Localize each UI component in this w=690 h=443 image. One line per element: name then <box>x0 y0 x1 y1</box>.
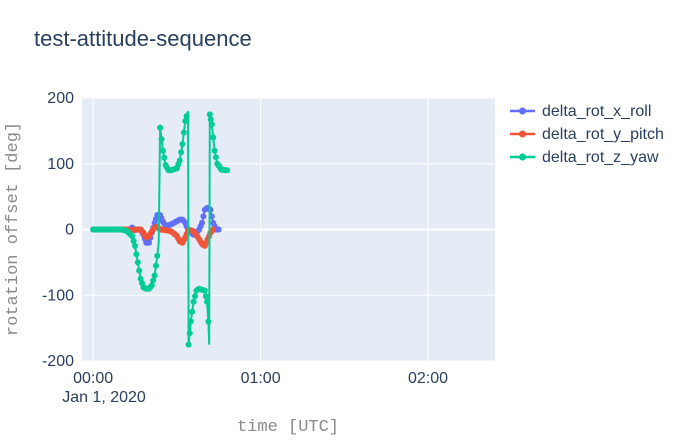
legend-marker <box>519 130 526 138</box>
data-point <box>205 318 212 325</box>
x-tick-label: 00:00 <box>73 370 113 387</box>
data-point <box>185 341 192 348</box>
data-point <box>134 259 141 266</box>
data-point <box>180 129 187 136</box>
data-point <box>190 298 197 305</box>
legend-item[interactable]: delta_rot_x_roll <box>510 103 651 120</box>
y-tick-label: -100 <box>42 287 74 304</box>
data-point <box>212 154 219 161</box>
legend-label: delta_rot_x_roll <box>542 103 651 120</box>
y-tick-label: 0 <box>65 222 74 239</box>
chart-title: test-attitude-sequence <box>34 26 252 51</box>
x-axis-title: time [UTC] <box>237 418 339 437</box>
series-delta_rot_z_yaw <box>90 110 231 348</box>
legend: delta_rot_x_roll delta_rot_y_pitch delta_r… <box>510 103 664 166</box>
legend-marker <box>519 107 526 115</box>
legend-label: delta_rot_y_pitch <box>542 126 664 143</box>
data-point <box>211 147 218 154</box>
grid-layer <box>82 97 495 362</box>
data-point <box>130 238 137 244</box>
y-tick-label: 200 <box>47 90 74 107</box>
data-point <box>199 219 205 226</box>
legend-item[interactable]: delta_rot_y_pitch <box>510 126 664 143</box>
y-tick-label: 100 <box>47 156 74 173</box>
data-point <box>201 287 208 294</box>
data-point <box>208 121 215 128</box>
data-point <box>158 136 165 143</box>
data-point <box>176 157 183 164</box>
legend-marker <box>519 153 526 161</box>
x-tick-label: 01:00 <box>241 370 281 387</box>
data-point <box>161 154 168 161</box>
legend-item[interactable]: delta_rot_z_yaw <box>510 149 659 166</box>
data-point <box>179 141 186 147</box>
data-point <box>202 293 209 300</box>
data-point <box>178 149 185 156</box>
data-point <box>133 251 140 258</box>
data-point <box>132 242 138 249</box>
data-point <box>215 226 222 233</box>
data-point <box>206 111 213 118</box>
data-point <box>157 124 164 131</box>
data-point <box>183 113 190 120</box>
data-point <box>151 272 158 279</box>
data-point <box>210 226 217 233</box>
data-point <box>159 147 166 154</box>
data-point <box>192 293 198 300</box>
data-point <box>150 277 157 284</box>
data-point <box>189 308 196 315</box>
data-point <box>148 282 155 289</box>
data-point <box>136 267 143 274</box>
x-tick-label: 02:00 <box>408 370 448 387</box>
legend-label: delta_rot_z_yaw <box>542 149 659 166</box>
series-layer <box>90 110 231 348</box>
data-point <box>182 118 189 124</box>
y-tick-label: -200 <box>42 353 74 370</box>
data-point <box>152 262 159 269</box>
data-point <box>210 134 217 141</box>
data-point <box>129 233 136 240</box>
data-point <box>187 318 194 325</box>
data-point <box>207 116 214 123</box>
data-point <box>204 298 210 305</box>
data-point <box>224 167 231 174</box>
data-point <box>200 213 207 220</box>
data-point <box>146 239 152 246</box>
data-point <box>186 330 193 337</box>
x-axis-date-label: Jan 1, 2020 <box>62 389 146 406</box>
data-point <box>154 252 161 259</box>
y-axis-title: rotation offset [deg] <box>4 122 23 336</box>
